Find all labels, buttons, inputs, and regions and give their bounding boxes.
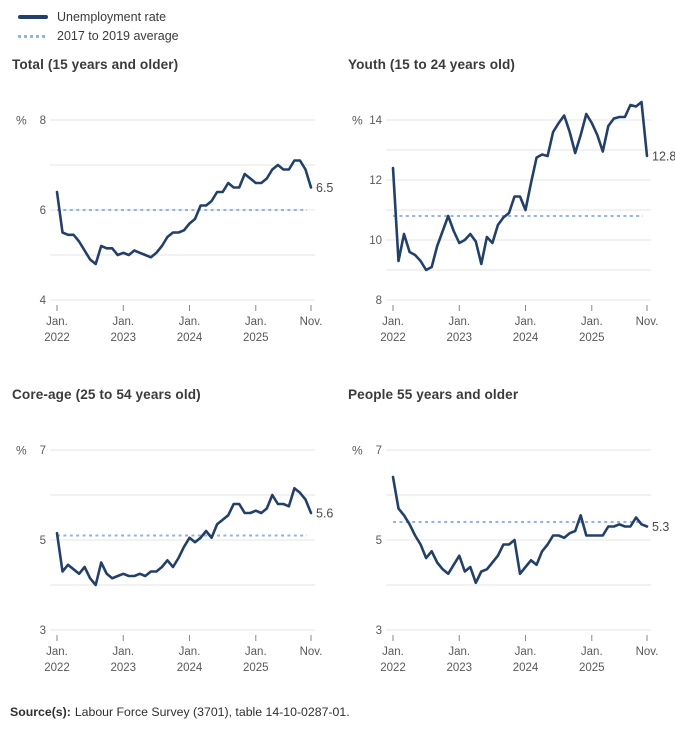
chart-55-older: 3 5 7% 5.3 Jan. 2022 Jan. 2023 Jan. 2024 Jan. 2025 N…: [346, 428, 675, 681]
chart-panel-total: Total (15 years and older) 4 6 8% 6.5 Jan. 20…: [10, 57, 346, 351]
x-axis-tick-year-label: 2022: [380, 662, 406, 674]
chart-canvas: 3 5 7% 5.3 Jan. 2022 Jan. 2023 Jan. 2024 Jan. 2025 N…: [352, 444, 669, 675]
x-axis-tick-year-label: 2023: [446, 662, 472, 674]
y-axis-unit-label: %: [352, 114, 363, 128]
y-axis-unit-label: %: [352, 444, 363, 458]
chart-canvas: 8 10 12 14% 12.8 Jan. 2022 Jan. 2023 Jan. 2024 Jan.…: [352, 100, 675, 344]
unemployment-rate-line: [391, 100, 649, 272]
x-axis-tick-year-label: 2022: [44, 332, 70, 344]
y-axis-tick-label: 3: [376, 625, 382, 637]
x-axis-tick-year-label: 2023: [110, 332, 136, 344]
x-axis-tick-year-label: 2024: [177, 332, 203, 344]
x-axis-tick-label: Jan.: [179, 316, 201, 328]
x-axis-tick-year-label: 2024: [513, 332, 539, 344]
source-label: Source(s):: [10, 705, 71, 719]
series-end-value-label: 5.6: [316, 507, 333, 521]
x-axis-tick-year-label: 2025: [579, 662, 605, 674]
chart-core-age: 3 5 7% 5.6 Jan. 2022 Jan. 2023 Jan. 2024 Jan. 2025 N…: [10, 428, 346, 681]
x-axis-tick-label: Nov.: [300, 316, 323, 328]
y-axis-tick-label: 4: [40, 295, 47, 307]
y-axis-tick-label: 12: [369, 175, 382, 187]
x-axis-tick-label: Jan.: [245, 316, 267, 328]
x-axis-tick-label: Nov.: [300, 646, 323, 658]
y-axis-unit-label: %: [16, 114, 27, 128]
x-axis-tick-label: Jan.: [382, 316, 404, 328]
y-axis-unit-label: %: [16, 444, 27, 458]
y-axis-tick-label: 7: [376, 445, 382, 457]
solid-line-swatch: [18, 15, 48, 19]
unemployment-rate-line: [55, 159, 313, 266]
chart-title-core-age: Core-age (25 to 54 years old): [12, 387, 201, 402]
x-axis-tick-label: Jan.: [382, 646, 404, 658]
chart-title-55-older: People 55 years and older: [348, 387, 519, 402]
y-axis-tick-label: 5: [376, 535, 382, 547]
x-axis-tick-year-label: 2024: [177, 662, 203, 674]
y-axis-tick-label: 10: [369, 235, 382, 247]
chart-panel-youth: Youth (15 to 24 years old) 8 10 12 14% 12.8 J…: [346, 57, 675, 351]
legend-item-average: 2017 to 2019 average: [18, 29, 675, 43]
legend-label-unemployment-rate: Unemployment rate: [57, 10, 167, 24]
x-axis-tick-label: Jan.: [179, 646, 201, 658]
x-axis-tick-label: Jan.: [448, 646, 470, 658]
y-axis-tick-label: 7: [40, 445, 46, 457]
chart-panel-55-older: People 55 years and older 3 5 7% 5.3 Jan. 202…: [346, 387, 675, 681]
x-axis-tick-label: Jan.: [515, 316, 537, 328]
unemployment-rate-line: [55, 486, 313, 587]
x-axis-tick-year-label: 2023: [110, 662, 136, 674]
x-axis-tick-label: Nov.: [636, 646, 659, 658]
chart-canvas: 3 5 7% 5.6 Jan. 2022 Jan. 2023 Jan. 2024 Jan. 2025 N…: [16, 444, 333, 675]
unemployment-rate-line: [391, 475, 649, 585]
x-axis-tick-year-label: 2023: [446, 332, 472, 344]
x-axis-tick-year-label: 2025: [243, 332, 269, 344]
x-axis-tick-year-label: 2024: [513, 662, 539, 674]
x-axis-tick-label: Jan.: [112, 316, 134, 328]
y-axis-tick-label: 6: [40, 205, 46, 217]
x-axis-tick-label: Jan.: [448, 316, 470, 328]
x-axis-tick-label: Jan.: [46, 646, 68, 658]
legend-item-unemployment-rate: Unemployment rate: [18, 10, 675, 24]
legend-label-average: 2017 to 2019 average: [57, 29, 179, 43]
chart-total: 4 6 8% 6.5 Jan. 2022 Jan. 2023 Jan. 2024 Jan. 2025 N…: [10, 98, 346, 351]
series-end-value-label: 12.8: [652, 150, 675, 164]
x-axis-tick-year-label: 2025: [243, 662, 269, 674]
chart-title-total: Total (15 years and older): [12, 57, 179, 72]
x-axis-tick-year-label: 2022: [380, 332, 406, 344]
dashed-line-swatch: [18, 34, 48, 38]
x-axis-tick-label: Jan.: [245, 646, 267, 658]
source-note: Source(s): Labour Force Survey (3701), ta…: [10, 705, 675, 719]
y-axis-tick-label: 14: [369, 115, 382, 127]
x-axis-tick-year-label: 2022: [44, 662, 70, 674]
source-text: Labour Force Survey (3701), table 14-10-…: [74, 705, 350, 719]
series-end-value-label: 5.3: [652, 520, 669, 534]
legend: Unemployment rate 2017 to 2019 average: [18, 10, 675, 43]
chart-youth: 8 10 12 14% 12.8 Jan. 2022 Jan. 2023 Jan. 2024 Jan.…: [346, 98, 675, 351]
x-axis-tick-label: Jan.: [581, 646, 603, 658]
charts-grid: Total (15 years and older) 4 6 8% 6.5 Jan. 20…: [10, 57, 675, 681]
x-axis-tick-label: Jan.: [581, 316, 603, 328]
x-axis-tick-label: Jan.: [515, 646, 537, 658]
y-axis-tick-label: 8: [40, 115, 46, 127]
series-end-value-label: 6.5: [316, 181, 333, 195]
chart-panel-core-age: Core-age (25 to 54 years old) 3 5 7% 5.6 Jan…: [10, 387, 346, 681]
x-axis-tick-year-label: 2025: [579, 332, 605, 344]
y-axis-tick-label: 8: [376, 295, 382, 307]
x-axis-tick-label: Nov.: [636, 316, 659, 328]
chart-title-youth: Youth (15 to 24 years old): [348, 57, 516, 72]
y-axis-tick-label: 5: [40, 535, 46, 547]
chart-canvas: 4 6 8% 6.5 Jan. 2022 Jan. 2023 Jan. 2024 Jan. 2025 N…: [16, 114, 333, 345]
y-axis-tick-label: 3: [40, 625, 46, 637]
x-axis-tick-label: Jan.: [46, 316, 68, 328]
x-axis-tick-label: Jan.: [112, 646, 134, 658]
